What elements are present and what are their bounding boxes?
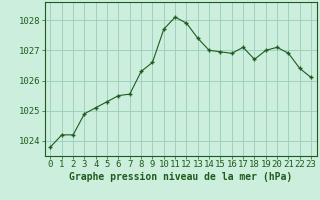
- X-axis label: Graphe pression niveau de la mer (hPa): Graphe pression niveau de la mer (hPa): [69, 172, 292, 182]
